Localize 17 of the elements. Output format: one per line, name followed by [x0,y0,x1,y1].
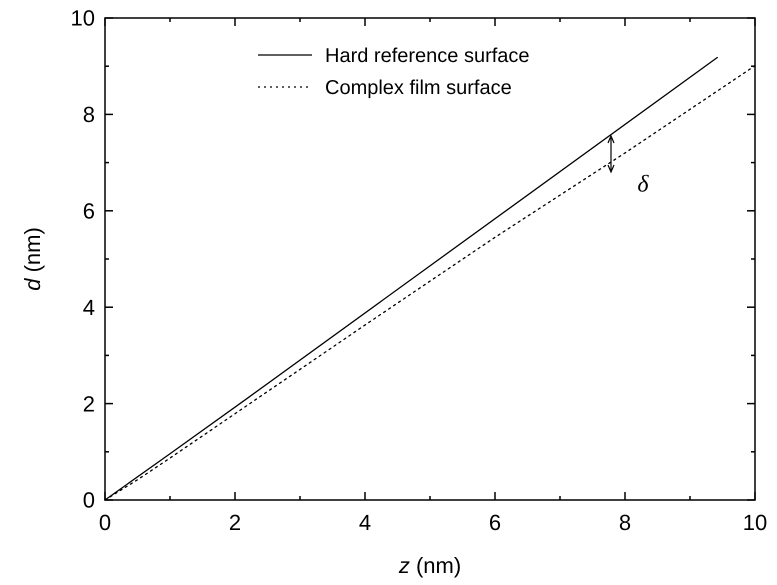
x-axis-title: z (nm) [398,553,462,578]
y-tick-label: 4 [82,294,95,320]
y-tick-label: 10 [70,6,95,31]
x-tick-label: 4 [358,510,372,535]
legend-label: Complex film surface [325,77,512,99]
y-tick-label: 6 [82,198,95,224]
x-tick-label: 6 [488,510,502,535]
y-tick-label: 8 [82,102,95,128]
x-tick-label: 10 [742,510,768,535]
x-tick-label: 0 [98,510,112,535]
legend-label: Hard reference surface [325,45,530,67]
y-axis-title: d (nm) [20,227,45,291]
x-tick-label: 8 [618,510,632,535]
y-tick-label: 0 [82,488,95,513]
annotation: δ [637,171,650,198]
x-tick-label: 2 [228,510,242,535]
y-tick-label: 2 [82,391,95,416]
